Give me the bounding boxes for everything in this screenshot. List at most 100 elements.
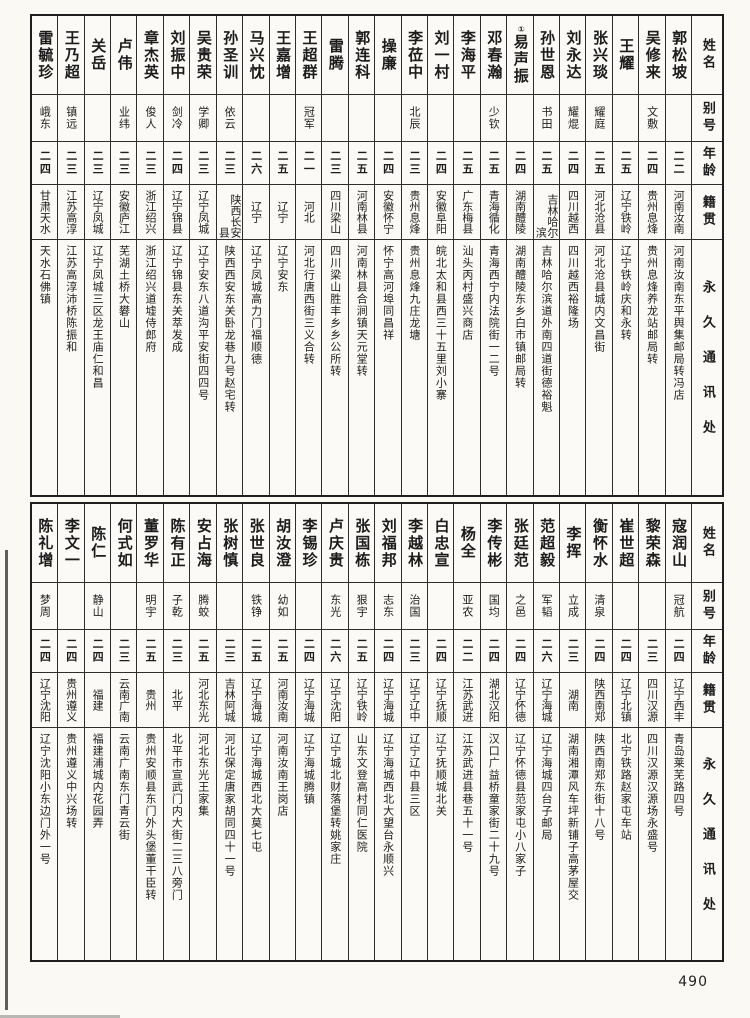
person-native-text: 贵州 <box>143 689 157 711</box>
person-native: 辽宁辽中 <box>401 673 427 728</box>
person-address-text: 北平市宣武门内大街二三八旁门 <box>170 733 184 901</box>
person-age-text: 二三 <box>223 638 237 664</box>
person-alias: 狠宇 <box>348 583 375 630</box>
person-alias <box>111 583 137 630</box>
person-address-text: 四川梁山胜丰乡乡公所转 <box>328 245 342 377</box>
person-native: 贵州遵义 <box>58 673 84 728</box>
person-column: 黎荣森 二三 四川汉源 四川汉源汉源场永盛号 <box>638 504 665 960</box>
person-alias-text: 静山 <box>91 594 105 618</box>
person-address: 福建浦城内花园弄 <box>85 728 110 960</box>
scan-edge-artifact <box>5 550 8 1010</box>
person-native: 吉林哈尔滨 <box>533 185 559 240</box>
header-address: 永久通讯处 <box>692 240 722 495</box>
person-alias: 书田 <box>533 95 559 142</box>
person-native: 北平 <box>163 673 190 728</box>
person-alias: 志东 <box>375 583 401 630</box>
person-address: 皖北太和县西三十五里刘小寨 <box>428 240 453 495</box>
person-native-text: 辽宁 <box>249 201 263 223</box>
person-name-text: 李锡珍 <box>300 517 319 569</box>
header-name: 姓名 <box>692 16 722 95</box>
person-native: 辽宁海城 <box>375 673 401 728</box>
person-age: 二四 <box>375 142 401 185</box>
person-column: 胡汝澄 幼如 二五 河南汝南 河南汝南王岗店 <box>268 504 295 960</box>
person-name-text: 王超群 <box>300 29 319 81</box>
person-native: 湖南醴陵 <box>507 185 533 240</box>
person-address: 贵州息烽养龙站邮局转 <box>639 240 664 495</box>
person-address: 湖南醴陵东乡白市镇邮局转 <box>507 240 532 495</box>
directory-table-bottom: 姓名 别号 年龄 籍贯 永久通讯处 寇润山 冠航 二四 辽宁西丰 青岛莱芜路四号 黎荣森 二三 四川汉源… <box>30 502 724 962</box>
person-name-text: 张国栋 <box>353 517 372 569</box>
person-name-text: 王乃超 <box>62 29 81 81</box>
person-alias <box>507 95 533 142</box>
person-age: 二三 <box>216 630 243 673</box>
person-name: 李莅中 <box>401 16 427 95</box>
person-alias-text: 依云 <box>223 106 237 130</box>
person-native: 河南林县 <box>348 185 375 240</box>
person-age-text: 二五 <box>619 150 633 176</box>
person-name: 章杰英 <box>137 16 163 95</box>
person-age-text: 二五 <box>487 150 501 176</box>
person-address-text: 辽宁沈阳小东边门外一号 <box>38 733 52 865</box>
person-age-text: 二五 <box>275 638 289 664</box>
person-age: 二三 <box>559 630 586 673</box>
person-alias-text: 清泉 <box>592 594 606 618</box>
person-native: 辽宁铁岭 <box>348 673 375 728</box>
person-alias-text: 东光 <box>328 594 342 618</box>
person-alias: 铁铮 <box>243 583 269 630</box>
person-address: 辽宁海城四台子邮局 <box>534 728 559 960</box>
header-age-text: 年龄 <box>699 146 715 180</box>
person-name: 张兴琰 <box>586 16 612 95</box>
person-native-text: 辽宁西丰 <box>672 678 686 722</box>
person-native-text: 陕西长安县 <box>217 194 242 238</box>
person-alias <box>348 95 375 142</box>
person-address: 汕头丙村盛兴商店 <box>454 240 479 495</box>
person-name: 陈仁 <box>84 504 111 583</box>
person-native: 吉林阿城 <box>216 673 243 728</box>
person-column: 操廉 二四 安徽怀宁 怀宁高河埠同昌祥 <box>374 16 401 495</box>
person-native-text: 江苏武进 <box>460 678 474 722</box>
person-age: 二三 <box>58 142 84 185</box>
person-name: 易声振① <box>507 16 533 95</box>
person-name: 孙世恩 <box>533 16 559 95</box>
person-native-text: 辽宁铁岭 <box>355 678 369 722</box>
person-address-text: 四川越西裕隆场 <box>566 245 580 329</box>
person-age-text: 二三 <box>143 150 157 176</box>
person-alias: 业纬 <box>111 95 137 142</box>
person-name: 郭连科 <box>348 16 375 95</box>
person-native: 河北东光 <box>190 673 216 728</box>
person-native-text: 四川梁山 <box>328 190 342 234</box>
person-alias <box>375 95 401 142</box>
person-age: 二四 <box>559 142 586 185</box>
person-column: 王超群 冠军 二一 河北 河北行唐西街三义合转 <box>294 16 322 495</box>
person-address-text: 青岛莱芜路四号 <box>672 733 686 817</box>
person-address-text: 贵州息烽九庄龙塘 <box>408 245 422 341</box>
person-native: 湖北汉阳 <box>480 673 507 728</box>
person-name-text: 刘永达 <box>564 29 583 81</box>
person-address-text: 辽宁怀德县范家屯小八家子 <box>513 733 527 877</box>
person-address-text: 山东文登高村同仁医院 <box>355 733 369 853</box>
person-age-text: 二四 <box>38 638 52 664</box>
person-native: 广东梅县 <box>454 185 480 240</box>
person-address: 辽宁沈阳小东边门外一号 <box>32 728 57 960</box>
person-column: 李越林 治国 二三 辽宁辽中 辽宁辽中县三区 <box>400 504 427 960</box>
person-age: 二四 <box>665 630 691 673</box>
person-native-text: 福建 <box>91 689 105 711</box>
person-name: 范超毅 <box>533 504 559 583</box>
person-address: 河北沧县城内文昌街 <box>586 240 611 495</box>
person-age-text: 二三 <box>117 638 131 664</box>
person-age: 二三 <box>84 142 111 185</box>
person-alias: 北辰 <box>401 95 427 142</box>
person-address: 辽宁安东八道沟平安街四四号 <box>190 240 215 495</box>
directory-table-top: 姓名 别号 年龄 籍贯 永久通讯处 郭松坡 二二 河南汝南 河南汝南东平舆集邮局转冯店 吴修来 文敷… <box>30 14 724 497</box>
person-address: 辽宁凤城高力门福顺德 <box>243 240 268 495</box>
person-alias-text: 书田 <box>540 106 554 130</box>
person-alias: 少钦 <box>480 95 507 142</box>
person-alias-text: 子乾 <box>170 594 184 618</box>
person-name-text: 黎荣森 <box>643 517 662 569</box>
person-native: 青海循化 <box>480 185 507 240</box>
person-address-text: 北宁铁路赵家屯车站 <box>619 733 633 841</box>
person-address: 河南汝南王岗店 <box>270 728 295 960</box>
person-column: 衡怀水 清泉 二四 陕西南郑 陕西南郑东街十八号 <box>585 504 612 960</box>
person-age: 二五 <box>533 142 559 185</box>
